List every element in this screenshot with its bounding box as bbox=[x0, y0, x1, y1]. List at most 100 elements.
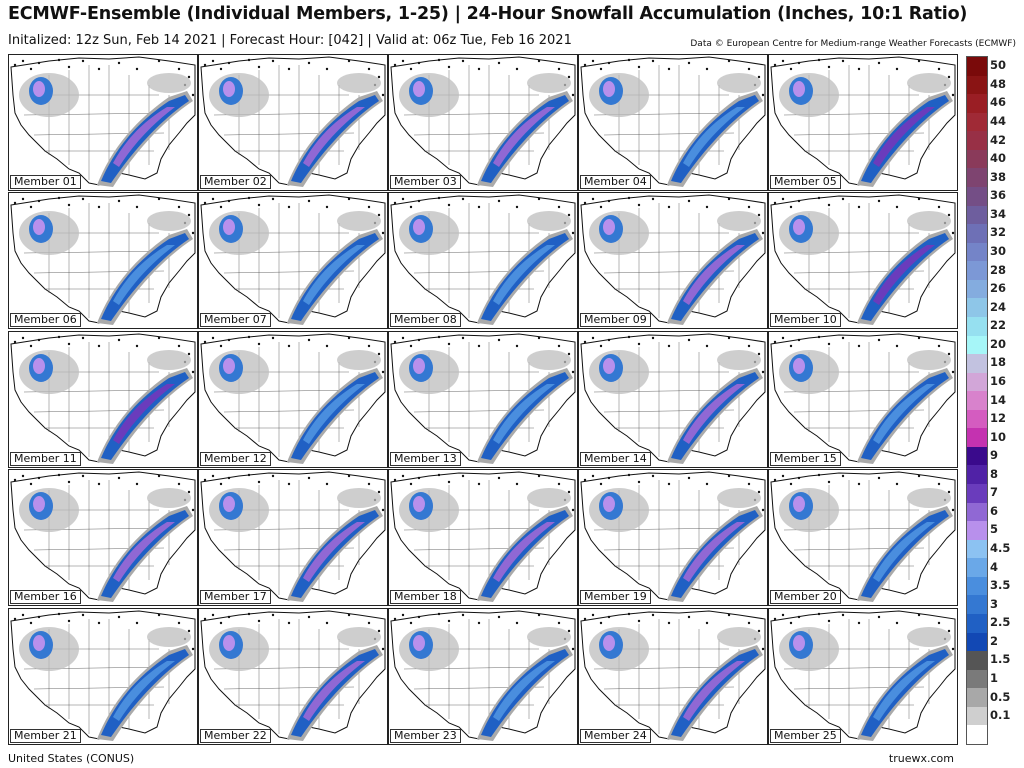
snowfall-map bbox=[10, 333, 196, 464]
legend-swatch bbox=[967, 316, 987, 336]
member-label: Member 24 bbox=[580, 729, 651, 743]
island-dot bbox=[951, 93, 955, 97]
island-dot bbox=[841, 59, 845, 63]
light-snow-area bbox=[717, 627, 761, 647]
snow-band-main bbox=[481, 233, 569, 321]
snow-band-core bbox=[683, 107, 745, 167]
island-dot bbox=[895, 344, 899, 348]
island-dot bbox=[287, 482, 291, 486]
snow-band-main bbox=[101, 372, 189, 460]
island-dot bbox=[135, 344, 139, 348]
member-label: Member 18 bbox=[390, 590, 461, 604]
island-dot bbox=[895, 621, 899, 625]
island-dot bbox=[571, 370, 575, 374]
island-dot bbox=[447, 619, 451, 623]
island-dot bbox=[773, 478, 777, 482]
member-label: Member 20 bbox=[770, 590, 841, 604]
snow-band-main bbox=[101, 233, 189, 321]
island-dot bbox=[537, 197, 541, 201]
light-snow-area bbox=[147, 350, 191, 370]
island-dot bbox=[227, 615, 231, 619]
region-label: United States (CONUS) bbox=[8, 752, 135, 765]
island-dot bbox=[599, 344, 603, 348]
island-dot bbox=[97, 482, 101, 486]
snowfall-map bbox=[580, 56, 766, 187]
island-dot bbox=[857, 344, 861, 348]
island-dot bbox=[203, 340, 207, 344]
legend-label: 22 bbox=[990, 318, 1007, 333]
legend-label: 2.5 bbox=[990, 615, 1011, 630]
island-dot bbox=[797, 338, 801, 342]
island-dot bbox=[57, 196, 61, 200]
member-map-panel: Member 04 bbox=[578, 54, 768, 191]
island-dot bbox=[599, 621, 603, 625]
island-dot bbox=[607, 338, 611, 342]
island-dot bbox=[515, 67, 519, 71]
island-dot bbox=[247, 335, 251, 339]
snowfall-map bbox=[390, 471, 576, 602]
island-dot bbox=[789, 205, 793, 209]
island-dot bbox=[747, 621, 751, 625]
member-label: Member 15 bbox=[770, 452, 841, 466]
island-dot bbox=[591, 613, 595, 617]
island-dot bbox=[651, 474, 655, 478]
island-dot bbox=[187, 629, 191, 633]
legend-swatch bbox=[967, 224, 987, 244]
island-dot bbox=[591, 59, 595, 63]
island-dot bbox=[409, 205, 413, 209]
island-dot bbox=[401, 197, 405, 201]
island-dot bbox=[271, 197, 275, 201]
legend-label: 0.1 bbox=[990, 708, 1011, 723]
island-dot bbox=[257, 342, 261, 346]
mountain-snow-core bbox=[603, 219, 615, 235]
island-dot bbox=[557, 344, 561, 348]
island-dot bbox=[97, 67, 101, 71]
island-dot bbox=[637, 619, 641, 623]
island-dot bbox=[705, 344, 709, 348]
island-dot bbox=[773, 201, 777, 205]
member-map-grid: Member 01 Member 02 Member 03 Member 04 Memb… bbox=[8, 54, 960, 746]
island-dot bbox=[409, 482, 413, 486]
island-dot bbox=[211, 59, 215, 63]
island-dot bbox=[307, 61, 311, 65]
island-dot bbox=[203, 201, 207, 205]
island-dot bbox=[637, 342, 641, 346]
island-dot bbox=[367, 482, 371, 486]
snow-band-main bbox=[861, 233, 949, 321]
island-dot bbox=[781, 59, 785, 63]
legend-swatch bbox=[967, 632, 987, 652]
snow-band-core bbox=[873, 661, 935, 721]
island-dot bbox=[567, 490, 571, 494]
island-dot bbox=[937, 205, 941, 209]
island-dot bbox=[599, 205, 603, 209]
snowfall-map bbox=[390, 194, 576, 325]
island-dot bbox=[21, 474, 25, 478]
island-dot bbox=[67, 480, 71, 484]
island-dot bbox=[401, 59, 405, 63]
island-dot bbox=[21, 59, 25, 63]
island-dot bbox=[157, 613, 161, 617]
mountain-snow-core bbox=[413, 219, 425, 235]
island-dot bbox=[857, 482, 861, 486]
island-dot bbox=[287, 67, 291, 71]
island-dot bbox=[781, 197, 785, 201]
legend-label: 44 bbox=[990, 113, 1007, 128]
island-dot bbox=[667, 482, 671, 486]
island-dot bbox=[287, 621, 291, 625]
island-dot bbox=[29, 344, 33, 348]
island-dot bbox=[827, 480, 831, 484]
island-dot bbox=[211, 613, 215, 617]
mountain-snow-core bbox=[223, 358, 235, 374]
member-label: Member 07 bbox=[200, 313, 271, 327]
snow-band-core bbox=[113, 661, 175, 721]
member-map-panel: Member 20 bbox=[768, 469, 958, 606]
island-dot bbox=[727, 613, 731, 617]
legend-label: 26 bbox=[990, 281, 1007, 296]
legend-swatch bbox=[967, 242, 987, 262]
mountain-snow-core bbox=[793, 81, 805, 97]
island-dot bbox=[599, 482, 603, 486]
legend-label: 50 bbox=[990, 58, 1007, 73]
island-dot bbox=[393, 478, 397, 482]
island-dot bbox=[81, 197, 85, 201]
island-dot bbox=[177, 67, 181, 71]
